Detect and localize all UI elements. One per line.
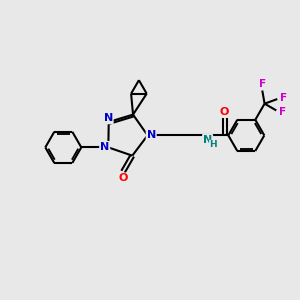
- Text: N: N: [100, 142, 109, 152]
- Text: H: H: [209, 140, 217, 149]
- Text: O: O: [219, 107, 229, 117]
- Text: F: F: [280, 93, 287, 103]
- Text: F: F: [279, 107, 286, 117]
- Text: N: N: [203, 135, 212, 145]
- Text: N: N: [147, 130, 156, 140]
- Text: O: O: [118, 173, 128, 183]
- Text: N: N: [103, 113, 113, 123]
- Text: F: F: [259, 80, 266, 89]
